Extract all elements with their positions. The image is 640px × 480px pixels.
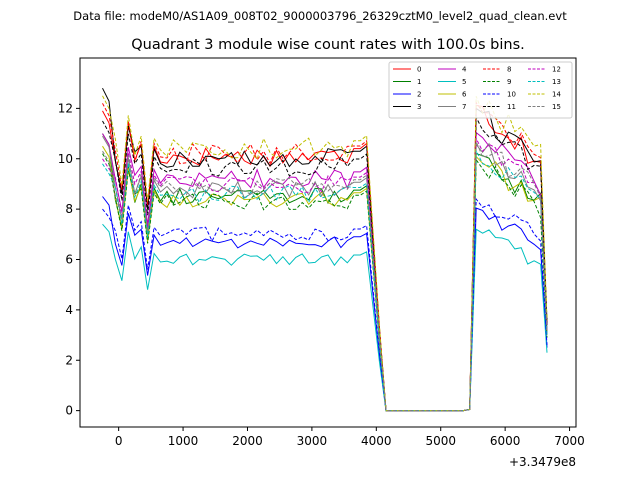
x-tick-label: 3000 [297, 434, 328, 448]
legend-frame [388, 61, 573, 119]
y-tick-label: 12 [58, 101, 73, 115]
series-line-5 [102, 223, 548, 412]
series-line-15 [102, 141, 548, 412]
x-tick-label: 0 [115, 434, 123, 448]
series-line-11 [102, 117, 548, 412]
y-tick-label: 10 [58, 152, 73, 166]
legend-label-8: 8 [507, 66, 511, 74]
y-tick-label: 2 [65, 353, 73, 367]
legend-label-9: 9 [507, 78, 511, 86]
axis-ticks: 0 1000 2000 3000 4000 5000 6000 7000 0 2 4 6 8 10 12 [58, 101, 585, 448]
series-line-6 [102, 145, 548, 412]
x-tick-label: 5000 [425, 434, 456, 448]
legend-label-12: 12 [552, 66, 561, 74]
chart-title: Quadrant 3 module wise count rates with … [131, 37, 525, 53]
y-tick-label: 8 [65, 202, 73, 216]
x-tick-label: 2000 [232, 434, 263, 448]
legend-label-14: 14 [552, 91, 561, 99]
series-line-3 [102, 87, 548, 412]
legend-label-7: 7 [462, 103, 466, 111]
series-line-8 [102, 100, 548, 412]
legend-label-15: 15 [552, 103, 561, 111]
legend-label-6: 6 [462, 91, 467, 99]
legend-label-13: 13 [552, 78, 561, 86]
legend-label-10: 10 [507, 91, 516, 99]
series-line-9 [102, 153, 548, 412]
y-tick-label: 6 [65, 253, 73, 267]
legend-label-3: 3 [417, 103, 421, 111]
series-line-10 [102, 197, 548, 412]
legend-label-5: 5 [462, 78, 466, 86]
legend-label-11: 11 [507, 103, 516, 111]
series-line-14 [102, 95, 548, 412]
series-line-2 [102, 196, 548, 412]
x-tick-label: 7000 [554, 434, 585, 448]
x-tick-label: 6000 [490, 434, 521, 448]
chart-suptitle: Data file: modeM0/AS1A09_008T02_90000037… [73, 9, 567, 23]
legend-label-0: 0 [417, 66, 421, 74]
plot-layer [102, 87, 548, 412]
axes-frame [79, 57, 577, 428]
y-tick-label: 0 [65, 404, 73, 418]
legend-label-2: 2 [417, 91, 421, 99]
series-line-4 [102, 131, 548, 412]
x-tick-label: 4000 [361, 434, 392, 448]
x-axis-offset-label: +3.3479e8 [509, 455, 576, 469]
legend-label-1: 1 [417, 78, 421, 86]
x-tick-label: 1000 [168, 434, 199, 448]
y-tick-label: 4 [65, 303, 73, 317]
series-line-13 [102, 150, 548, 412]
legend-label-4: 4 [462, 66, 467, 74]
